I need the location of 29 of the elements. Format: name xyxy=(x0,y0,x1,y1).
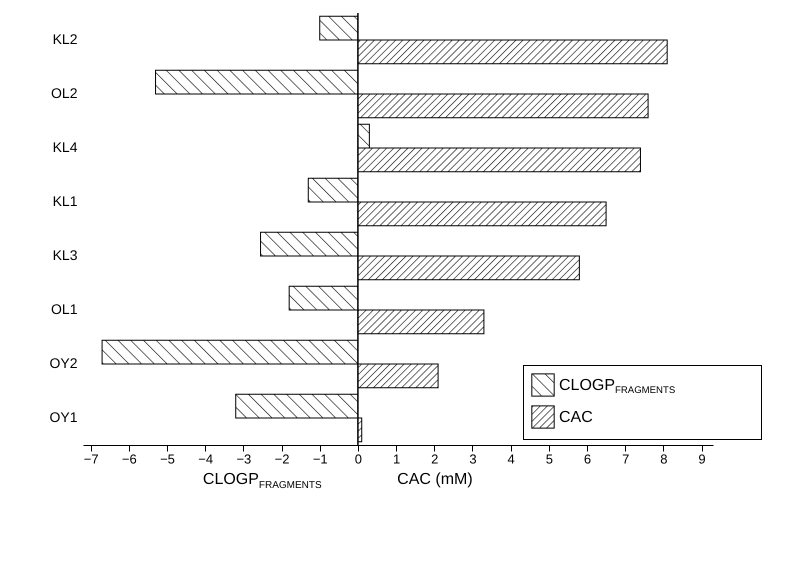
x-axis-title: CLOGP$_{FRAGMENTS}$ xyxy=(202,471,322,492)
x-tick-label: 9 xyxy=(698,452,706,466)
y-tick-label: OL2 xyxy=(51,85,78,101)
x-tick-label: 7 xyxy=(622,452,630,466)
y-tick-label: KL1 xyxy=(52,193,78,209)
legend-label: CAC xyxy=(559,409,593,426)
x-tick-label: −3 xyxy=(236,452,252,466)
text: CAC (mM) xyxy=(397,471,473,489)
y-tick-label: OY2 xyxy=(49,355,78,371)
x-tick-label: 1 xyxy=(392,452,400,466)
x-tick-label: −2 xyxy=(274,452,290,466)
y-tick-label: KL3 xyxy=(52,247,78,263)
x-tick-label: −5 xyxy=(160,452,175,466)
x-tick-label: 3 xyxy=(469,452,477,466)
legend-label: CLOGP$_{FRAGMENTS}$ xyxy=(559,377,676,396)
x-tick-label: 5 xyxy=(546,452,553,466)
x-tick-label: 4 xyxy=(508,452,515,466)
x-tick-label: −4 xyxy=(198,452,214,466)
x-tick-label: −6 xyxy=(122,452,137,466)
x-tick-label: −7 xyxy=(84,452,99,466)
x-tick-label: 6 xyxy=(584,452,592,466)
y-tick-label: KL2 xyxy=(52,31,78,47)
y-tick-label: OL1 xyxy=(51,301,78,317)
x-tick-label: 8 xyxy=(660,452,668,466)
y-tick-label: OY1 xyxy=(49,409,78,425)
x-tick-label: −1 xyxy=(312,452,328,466)
x-tick-label: 2 xyxy=(431,452,438,466)
x-tick-label: 0 xyxy=(354,452,362,466)
y-tick-label: KL4 xyxy=(52,139,78,155)
